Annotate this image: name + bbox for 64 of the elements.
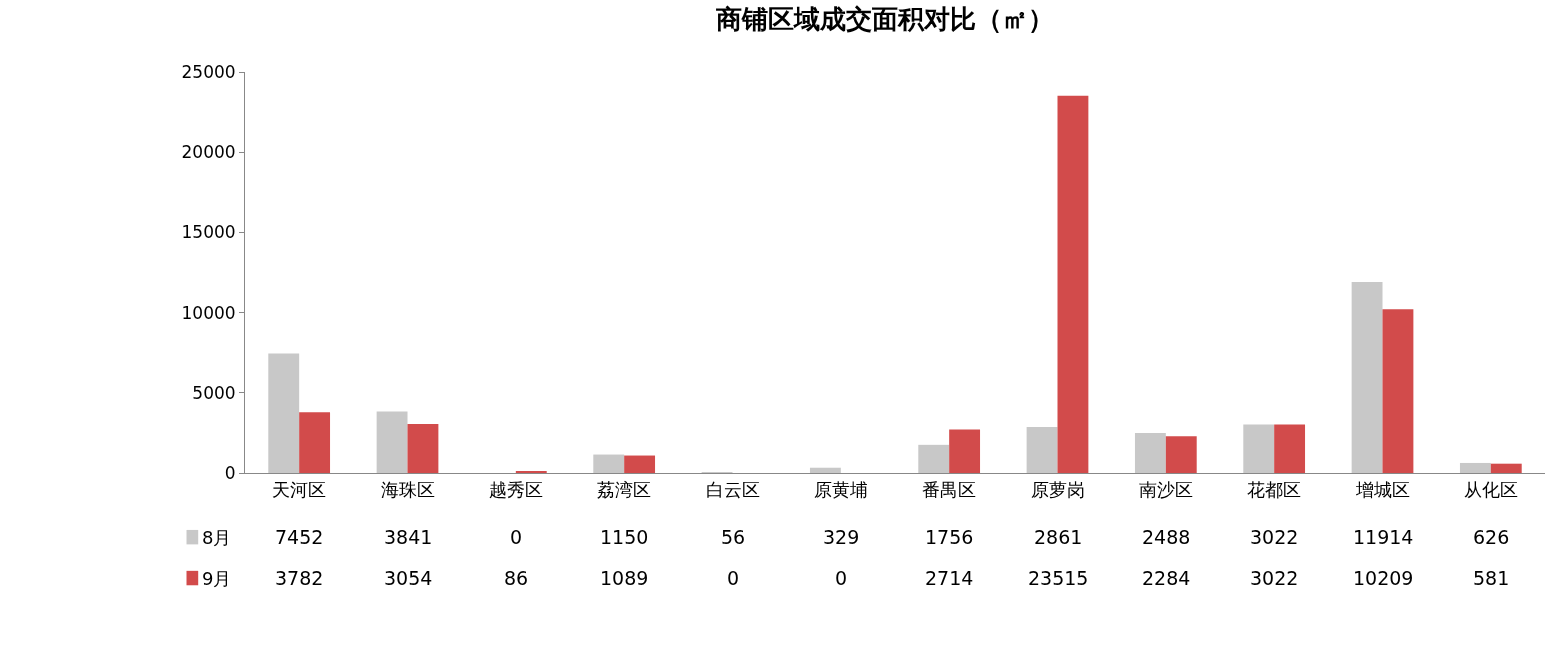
- bar: [918, 444, 950, 473]
- data-label: 10209: [1353, 567, 1414, 589]
- data-label: 0: [510, 526, 523, 548]
- data-label: 3782: [275, 567, 324, 589]
- data-label: 86: [504, 567, 529, 589]
- bar: [1274, 424, 1306, 473]
- data-label: 11914: [1353, 526, 1414, 548]
- bar: [299, 412, 331, 473]
- x-tick-label: 花都区: [1247, 478, 1302, 500]
- data-label: 7452: [275, 526, 324, 548]
- bar: [1351, 281, 1383, 473]
- data-label: 2714: [925, 567, 974, 589]
- bar: [1382, 309, 1414, 473]
- bar: [1057, 95, 1089, 473]
- y-tick-label: 25000: [181, 61, 236, 82]
- bar: [1165, 436, 1197, 473]
- x-tick-label: 白云区: [705, 478, 760, 500]
- data-label: 581: [1473, 567, 1510, 589]
- bar: [593, 454, 625, 473]
- data-label: 3841: [384, 526, 433, 548]
- data-label: 1089: [600, 567, 649, 589]
- data-label: 0: [727, 567, 740, 589]
- bar: [268, 353, 300, 473]
- data-label: 3022: [1250, 526, 1299, 548]
- bar: [1134, 433, 1166, 473]
- data-label: 329: [823, 526, 860, 548]
- data-label: 56: [721, 526, 746, 548]
- chart-title: 商铺区域成交面积对比（㎡）: [715, 3, 1055, 34]
- data-label: 2488: [1142, 526, 1191, 548]
- x-tick-label: 天河区: [272, 478, 327, 500]
- bar: [809, 467, 841, 473]
- data-label: 2861: [1034, 526, 1083, 548]
- x-tick-label: 荔湾区: [597, 478, 652, 500]
- y-tick-label: 20000: [181, 142, 236, 163]
- data-label: 23515: [1028, 567, 1089, 589]
- y-tick-label: 15000: [181, 222, 236, 243]
- y-tick-label: 0: [224, 462, 236, 483]
- y-tick-label: 5000: [192, 382, 236, 403]
- data-label: 626: [1473, 526, 1510, 548]
- bar: [624, 455, 656, 473]
- data-label: 3022: [1250, 567, 1299, 589]
- x-tick-label: 原黄埔: [813, 478, 868, 500]
- data-label: 3054: [384, 567, 433, 589]
- legend-label: 8月: [202, 527, 232, 548]
- bar: [407, 424, 439, 473]
- y-tick-label: 10000: [181, 302, 236, 323]
- bar: [949, 429, 981, 473]
- data-label: 0: [835, 567, 848, 589]
- data-label: 1150: [600, 526, 649, 548]
- bar: [1026, 427, 1058, 473]
- data-label: 2284: [1142, 567, 1191, 589]
- x-tick-label: 番禺区: [922, 478, 977, 500]
- legend-label: 9月: [202, 568, 232, 589]
- x-tick-label: 增城区: [1354, 478, 1410, 500]
- bar: [1243, 424, 1275, 473]
- x-tick-label: 越秀区: [488, 478, 543, 500]
- data-label: 1756: [925, 526, 974, 548]
- bar: [1459, 462, 1491, 473]
- x-tick-label: 从化区: [1463, 478, 1518, 500]
- x-tick-label: 南沙区: [1138, 478, 1193, 500]
- bar: [1490, 463, 1522, 473]
- bar: [376, 411, 408, 473]
- x-tick-label: 海珠区: [380, 478, 435, 500]
- x-tick-label: 原萝岗: [1030, 478, 1085, 500]
